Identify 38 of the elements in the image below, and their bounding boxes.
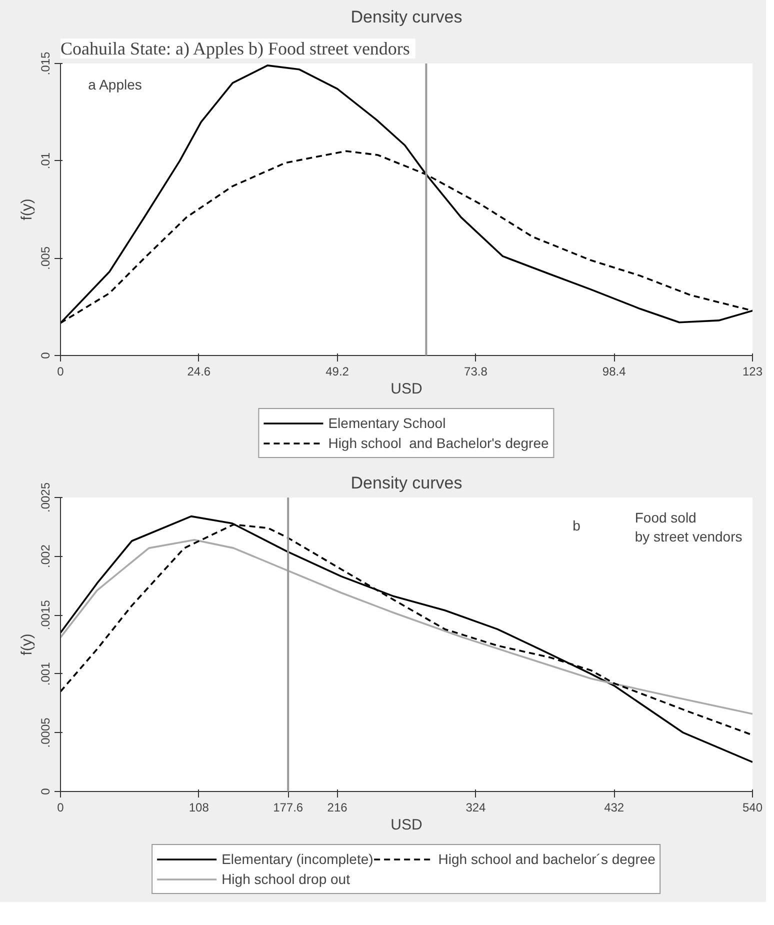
y-tick-label: .01 (38, 152, 52, 170)
annotation: b (572, 517, 581, 534)
y-tick-label: .015 (38, 51, 52, 76)
x-tick-label: 540 (742, 800, 763, 814)
x-axis-title: USD (390, 380, 422, 398)
legend-label: High school and Bachelor's degree (328, 435, 549, 451)
x-tick-label: 24.6 (187, 364, 211, 378)
x-tick-label: 49.2 (326, 364, 350, 378)
y-tick-label: .001 (38, 662, 52, 686)
x-tick-label: 324 (466, 800, 486, 814)
annotation: Food sold by street vendors (634, 509, 742, 544)
chart-title: Density curves (350, 474, 462, 492)
x-tick-label: 123 (742, 364, 763, 378)
y-axis-title: f(y) (18, 198, 36, 220)
legend-label: High school and bachelor´s degree (438, 851, 656, 867)
y-axis-title: f(y) (18, 634, 36, 656)
legend-label: Elementary School (328, 415, 446, 431)
annotation: a Apples (88, 76, 142, 93)
y-tick-label: .0015 (38, 600, 52, 630)
y-tick-label: 0 (38, 352, 52, 359)
x-tick-label: 98.4 (602, 364, 626, 378)
x-tick-label: 177.6 (273, 800, 304, 814)
text: Coahuila State: a) Apples b) Food street vendors (60, 38, 410, 58)
x-tick-label: 73.8 (464, 364, 488, 378)
y-tick-label: .005 (38, 246, 52, 270)
y-tick-label: .0025 (38, 482, 52, 513)
x-axis-title: USD (390, 816, 422, 834)
y-tick-label: .002 (38, 544, 52, 568)
x-tick-label: 108 (188, 800, 210, 814)
x-tick-label: 0 (57, 800, 64, 814)
y-tick-label: 0 (38, 788, 52, 795)
x-tick-label: 216 (327, 800, 348, 814)
x-tick-label: 0 (57, 364, 64, 378)
y-tick-label: .0005 (38, 717, 52, 748)
legend-label: Elementary (incomplete) (222, 851, 374, 867)
legend-label: High school drop out (222, 871, 350, 887)
x-tick-label: 432 (604, 800, 624, 814)
chart-title: Density curves (350, 8, 462, 26)
